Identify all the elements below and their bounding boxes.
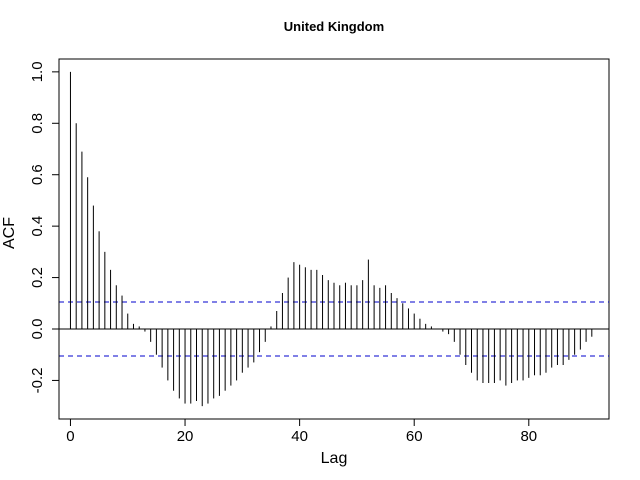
x-tick-label: 40 [291, 428, 308, 445]
x-axis-title: Lag [321, 450, 348, 467]
x-tick-label: 80 [520, 428, 537, 445]
y-tick-label: 0.6 [29, 164, 46, 185]
y-tick-label: 0.4 [29, 216, 46, 237]
y-tick-label: 1.0 [29, 61, 46, 82]
y-tick-label: -0.2 [29, 367, 46, 393]
y-tick-label: 0.0 [29, 319, 46, 340]
y-tick-label: 0.8 [29, 113, 46, 134]
x-tick-label: 20 [177, 428, 194, 445]
x-tick-label: 0 [66, 428, 74, 445]
plot-frame [58, 58, 610, 420]
y-axis-title: ACF [1, 217, 18, 249]
x-tick-label: 60 [406, 428, 423, 445]
chart-title: United Kingdom [284, 19, 384, 34]
y-tick-label: 0.2 [29, 267, 46, 288]
plot-area [59, 71, 609, 407]
